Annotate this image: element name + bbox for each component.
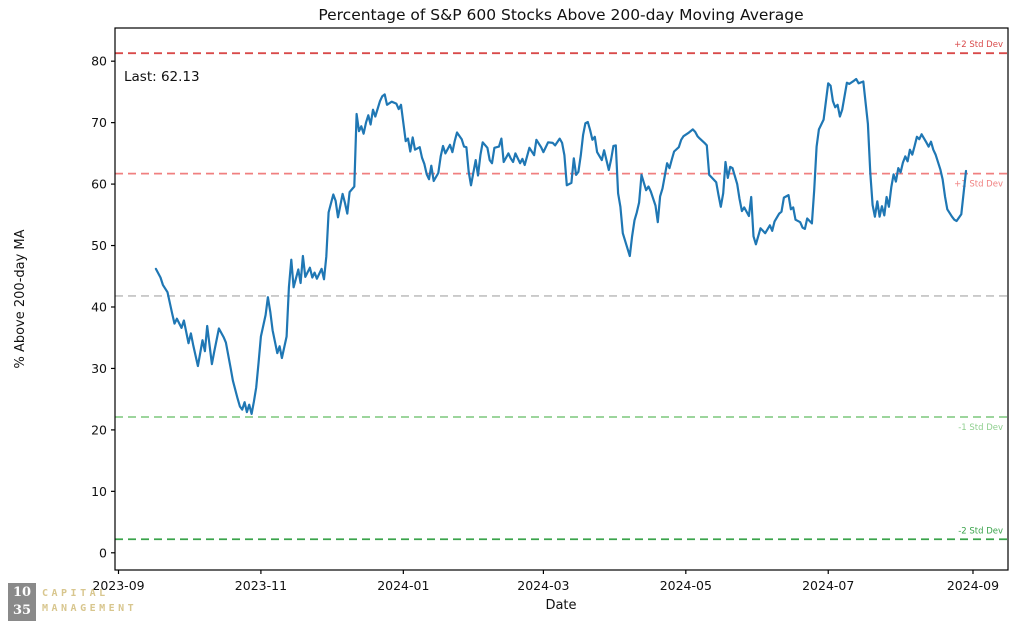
y-tick-label: 0: [99, 545, 107, 560]
std-dev-label: -2 Std Dev: [958, 526, 1003, 536]
y-tick-label: 80: [91, 54, 107, 69]
logo-number-top: 10: [12, 585, 32, 600]
y-tick-label: 10: [91, 484, 107, 499]
x-tick-label: 2024-05: [660, 578, 712, 593]
x-axis-label: Date: [545, 598, 576, 613]
last-value-annotation: Last: 62.13: [124, 69, 200, 85]
y-tick-label: 30: [91, 361, 107, 376]
chart-title: Percentage of S&P 600 Stocks Above 200-d…: [318, 6, 803, 24]
y-axis-label: % Above 200-day MA: [13, 229, 28, 368]
x-tick-label: 2024-09: [947, 578, 999, 593]
x-tick-label: 2024-03: [517, 578, 569, 593]
x-tick-label: 2024-01: [377, 578, 429, 593]
logo-numbers-box: 10 35: [8, 583, 36, 621]
y-tick-label: 20: [91, 422, 107, 437]
y-tick-label: 70: [91, 115, 107, 130]
logo-word-capital: CAPITAL: [42, 588, 109, 599]
logo-word-management: MANAGEMENT: [42, 603, 138, 614]
logo-number-bottom: 35: [12, 603, 32, 618]
std-dev-label: +2 Std Dev: [954, 40, 1003, 50]
x-tick-label: 2023-11: [235, 578, 287, 593]
1035-capital-management-logo: 10 35 CAPITAL MANAGEMENT: [8, 583, 137, 621]
y-tick-label: 60: [91, 177, 107, 192]
std-dev-label: -1 Std Dev: [958, 423, 1003, 433]
x-tick-label: 2023-09: [92, 578, 144, 593]
percent-above-ma-series: [154, 77, 968, 415]
std-dev-label: +1 Std Dev: [954, 180, 1003, 190]
y-tick-label: 50: [91, 238, 107, 253]
logo-wordmark: CAPITAL MANAGEMENT: [42, 583, 137, 616]
y-tick-label: 40: [91, 299, 107, 314]
plot-frame: [114, 27, 1009, 571]
x-tick-label: 2024-07: [802, 578, 854, 593]
